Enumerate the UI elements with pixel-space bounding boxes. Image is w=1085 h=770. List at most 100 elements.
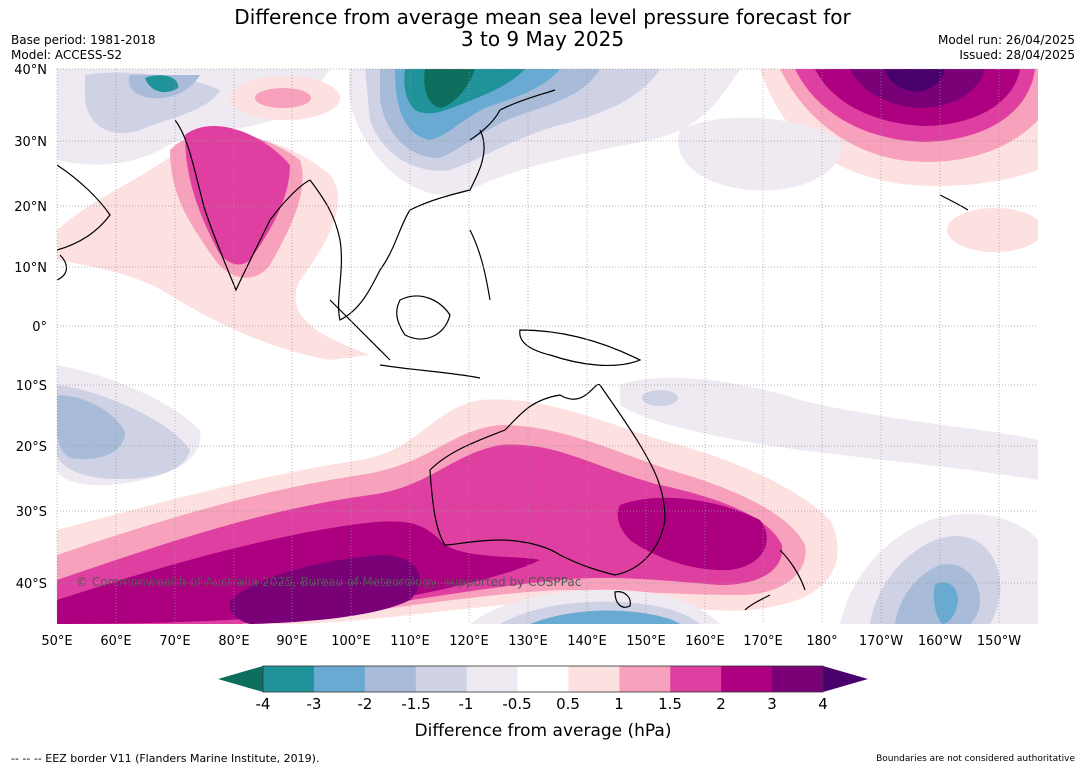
colorbar-frame [262, 665, 824, 693]
anomaly-low-central-asia-peak [145, 75, 179, 93]
longitude-labels: 50°E 60°E 70°E 80°E 90°E 100°E 110°E 120… [41, 634, 1021, 649]
anomaly-low-tropical-pacific [620, 377, 1038, 480]
base-period: Base period: 1981-2018 [11, 33, 156, 47]
colorbar-tick: -0.5 [502, 695, 531, 713]
colorbar-tick: -2 [358, 695, 373, 713]
colorbar: -4 -3 -2 -1.5 -1 -0.5 0.5 1 1.5 2 3 4 Di… [218, 665, 868, 741]
lon-label: 150°W [977, 634, 1021, 649]
colorbar-tick: 2 [716, 695, 726, 713]
anomaly-low-southern-ocean-3 [530, 610, 680, 624]
title-line-1: Difference from average mean sea level p… [234, 5, 851, 29]
copyright-notice: © Commonwealth of Australia 2025, Bureau… [76, 575, 581, 589]
colorbar-tick: -4 [256, 695, 271, 713]
lat-label: 30°N [14, 135, 47, 150]
colorbar-tick: 1.5 [658, 695, 682, 713]
anomaly-low-east-asia-6 [424, 69, 475, 108]
anomaly-high-hawaii [947, 208, 1038, 252]
lat-label: 40°S [16, 577, 47, 592]
lon-label: 70°E [159, 634, 190, 649]
colorbar-tick: 3 [767, 695, 777, 713]
coast-borneo [396, 295, 451, 340]
coast-australia [429, 383, 666, 576]
colorbar-cell [466, 666, 519, 692]
coast-southeast-asia [309, 129, 485, 321]
coast-java [379, 364, 481, 379]
anomaly-high-australia-5 [229, 555, 420, 624]
coast-new-guinea [519, 329, 642, 367]
boundaries-disclaimer: Boundaries are not considered authoritat… [876, 754, 1075, 764]
lat-label: 10°S [16, 379, 47, 394]
anomaly-low-sw-indian-3 [57, 395, 125, 460]
latitude-labels: 40°N 30°N 20°N 10°N 0° 10°S 20°S 30°S 40… [14, 63, 47, 592]
anomaly-low-se-pacific-4 [933, 582, 958, 624]
coast-japan [469, 89, 556, 141]
colorbar-tick: -1 [459, 695, 474, 713]
colorbar-cell [670, 666, 722, 692]
anomaly-high-tasman-4 [617, 497, 767, 571]
colorbar-cell [313, 666, 366, 692]
colorbar-ticks: -4 -3 -2 -1.5 -1 -0.5 0.5 1 1.5 2 3 4 [256, 695, 828, 713]
lon-label: 50°E [41, 634, 72, 649]
eez-border-note: -- -- -- EEZ border V11 (Flanders Marine… [11, 752, 320, 765]
colorbar-cell [364, 666, 417, 692]
coast-sumatra [329, 299, 391, 361]
colorbar-label: Difference from average (hPa) [415, 721, 672, 741]
coastlines [57, 89, 969, 611]
pressure-anomaly-fields [57, 69, 1038, 624]
coast-hawaii [939, 194, 969, 211]
colorbar-cell [415, 666, 468, 692]
lat-label: 40°N [14, 63, 47, 78]
lon-label: 90°E [276, 634, 307, 649]
title-line-2: 3 to 9 May 2025 [460, 27, 625, 51]
lon-label: 140°E [567, 634, 607, 649]
lat-label: 0° [32, 320, 47, 335]
coast-philippines [469, 229, 491, 301]
colorbar-tick: -3 [307, 695, 322, 713]
lon-label: 100°E [331, 634, 371, 649]
colorbar-cell [772, 666, 824, 692]
colorbar-tick: -1.5 [401, 695, 430, 713]
anomaly-low-pacific-mid [678, 117, 842, 191]
lon-label: 170°E [743, 634, 783, 649]
model-run: Model run: 26/04/2025 [937, 33, 1075, 47]
colorbar-cell [517, 666, 569, 692]
colorbar-tick: 0.5 [556, 695, 580, 713]
graticule [56, 68, 1038, 624]
lat-label: 30°S [16, 505, 47, 520]
coast-arabia [57, 164, 111, 251]
anomaly-high-india-3 [185, 126, 290, 265]
coast-madagascar [57, 254, 67, 281]
lon-label: 180° [806, 634, 837, 649]
colorbar-extend-high [823, 666, 868, 692]
lat-label: 20°N [14, 200, 47, 215]
lon-label: 160°E [685, 634, 725, 649]
model-name: Model: ACCESS-S2 [11, 48, 123, 62]
lon-label: 160°W [918, 634, 962, 649]
anomaly-high-tibet-core [255, 88, 311, 108]
lon-label: 170°W [859, 634, 903, 649]
lon-label: 120°E [449, 634, 489, 649]
lat-label: 10°N [14, 261, 47, 276]
colorbar-tick: 4 [818, 695, 828, 713]
colorbar-extend-low [218, 666, 263, 692]
colorbar-cell [568, 666, 620, 692]
meta-right: Model run: 26/04/2025 Issued: 28/04/2025 [938, 33, 1075, 63]
anomaly-high-north-pacific-6 [885, 69, 945, 92]
colorbar-cell [721, 666, 773, 692]
anomaly-low-tropical-pacific-core [642, 390, 678, 406]
colorbar-tick: 1 [614, 695, 624, 713]
lon-label: 150°E [626, 634, 666, 649]
meta-left: Base period: 1981-2018 Model: ACCESS-S2 [11, 33, 156, 63]
lon-label: 80°E [218, 634, 249, 649]
issued-date: Issued: 28/04/2025 [959, 48, 1075, 62]
lon-label: 130°E [508, 634, 548, 649]
colorbar-cell [263, 666, 315, 692]
lon-label: 110°E [390, 634, 430, 649]
lat-label: 20°S [16, 440, 47, 455]
coast-new-zealand [744, 549, 806, 611]
coast-tasmania [614, 591, 631, 608]
lon-label: 60°E [100, 634, 131, 649]
coast-india [174, 119, 311, 292]
colorbar-cell [619, 666, 671, 692]
